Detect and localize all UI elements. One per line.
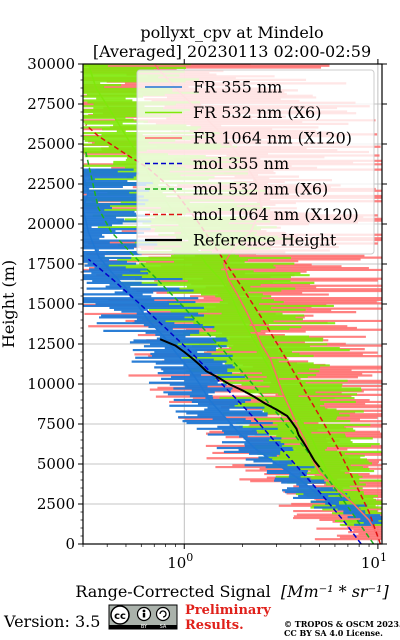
y-tick-label: 10000 bbox=[27, 375, 75, 393]
by-person-icon-body bbox=[142, 613, 146, 618]
y-tick-label: 22500 bbox=[27, 175, 75, 193]
y-tick-label: 15000 bbox=[27, 295, 75, 313]
series-line bbox=[83, 175, 374, 521]
y-tick-label: 5000 bbox=[37, 455, 75, 473]
legend-label: FR 532 nm (X6) bbox=[193, 103, 321, 122]
copyright-line-1: © TROPOS & OSCM 2023. bbox=[284, 619, 400, 629]
cc-icon-text: cc bbox=[114, 611, 126, 622]
x-tick-base: 10 bbox=[167, 554, 186, 572]
x-tick-exponent: 0 bbox=[186, 551, 193, 564]
copyright-line-2: CC BY SA 4.0 License. bbox=[284, 628, 383, 638]
y-axis-label: Height (m) bbox=[0, 260, 18, 348]
y-tick-label: 27500 bbox=[27, 95, 75, 113]
y-tick-label: 7500 bbox=[37, 415, 75, 433]
preliminary-line-2: Results. bbox=[185, 618, 244, 633]
y-tick-label: 25000 bbox=[27, 135, 75, 153]
legend-label: mol 532 nm (X6) bbox=[193, 180, 328, 199]
x-tick-label: 101 bbox=[361, 551, 387, 572]
y-tick-label: 0 bbox=[65, 535, 75, 553]
y-tick-label: 20000 bbox=[27, 215, 75, 233]
series-line bbox=[159, 338, 321, 468]
x-axis-label: Range-Corrected Signal [Mm⁻¹ * sr⁻¹] bbox=[75, 582, 389, 601]
cc-icon bbox=[110, 605, 130, 625]
legend-label: Reference Height bbox=[193, 231, 337, 250]
y-tick-label: 17500 bbox=[27, 255, 75, 273]
by-label: BY bbox=[141, 624, 148, 630]
x-tick-label: 100 bbox=[167, 551, 193, 572]
series-line bbox=[85, 124, 382, 544]
x-tick-exponent: 1 bbox=[380, 551, 387, 564]
legend-label: mol 355 nm bbox=[193, 154, 289, 173]
sa-label: SA bbox=[160, 624, 167, 630]
plot-frame bbox=[82, 63, 383, 545]
ticks-layer: 0 2500 5000 7500 10000 12500 15000 17500 20000 22… bbox=[27, 55, 387, 572]
x-axis-label-main: Range-Corrected Signal bbox=[75, 582, 270, 601]
chart-title: pollyxt_cpv at Mindelo bbox=[140, 23, 323, 42]
legend-label: FR 355 nm bbox=[193, 78, 282, 97]
y-tick-label: 30000 bbox=[27, 55, 75, 73]
version-text: Version: 3.5 bbox=[3, 612, 100, 631]
legend: FR 355 nm FR 532 nm (X6) FR 1064 nm (X120)… bbox=[136, 69, 375, 255]
legend-frame bbox=[136, 69, 375, 255]
x-tick-base: 10 bbox=[361, 554, 380, 572]
x-axis-label-unit: [Mm⁻¹ * sr⁻¹] bbox=[281, 582, 390, 601]
y-tick-label: 2500 bbox=[37, 495, 75, 513]
legend-label: mol 1064 nm (X120) bbox=[193, 205, 359, 224]
legend-label: FR 1064 nm (X120) bbox=[193, 129, 352, 148]
by-person-icon-head bbox=[142, 609, 146, 613]
series-line bbox=[85, 151, 375, 544]
sa-arrow-icon bbox=[155, 606, 171, 622]
sa-arrow-icon-path bbox=[159, 610, 167, 618]
preliminary-line-1: Preliminary bbox=[185, 603, 271, 618]
chart-subtitle: [Averaged] 20230113 02:00-02:59 bbox=[93, 42, 371, 61]
cc-license-badge: cc BY SA bbox=[108, 604, 178, 630]
cc-badge-strip bbox=[109, 625, 177, 629]
y-tick-label: 12500 bbox=[27, 335, 75, 353]
